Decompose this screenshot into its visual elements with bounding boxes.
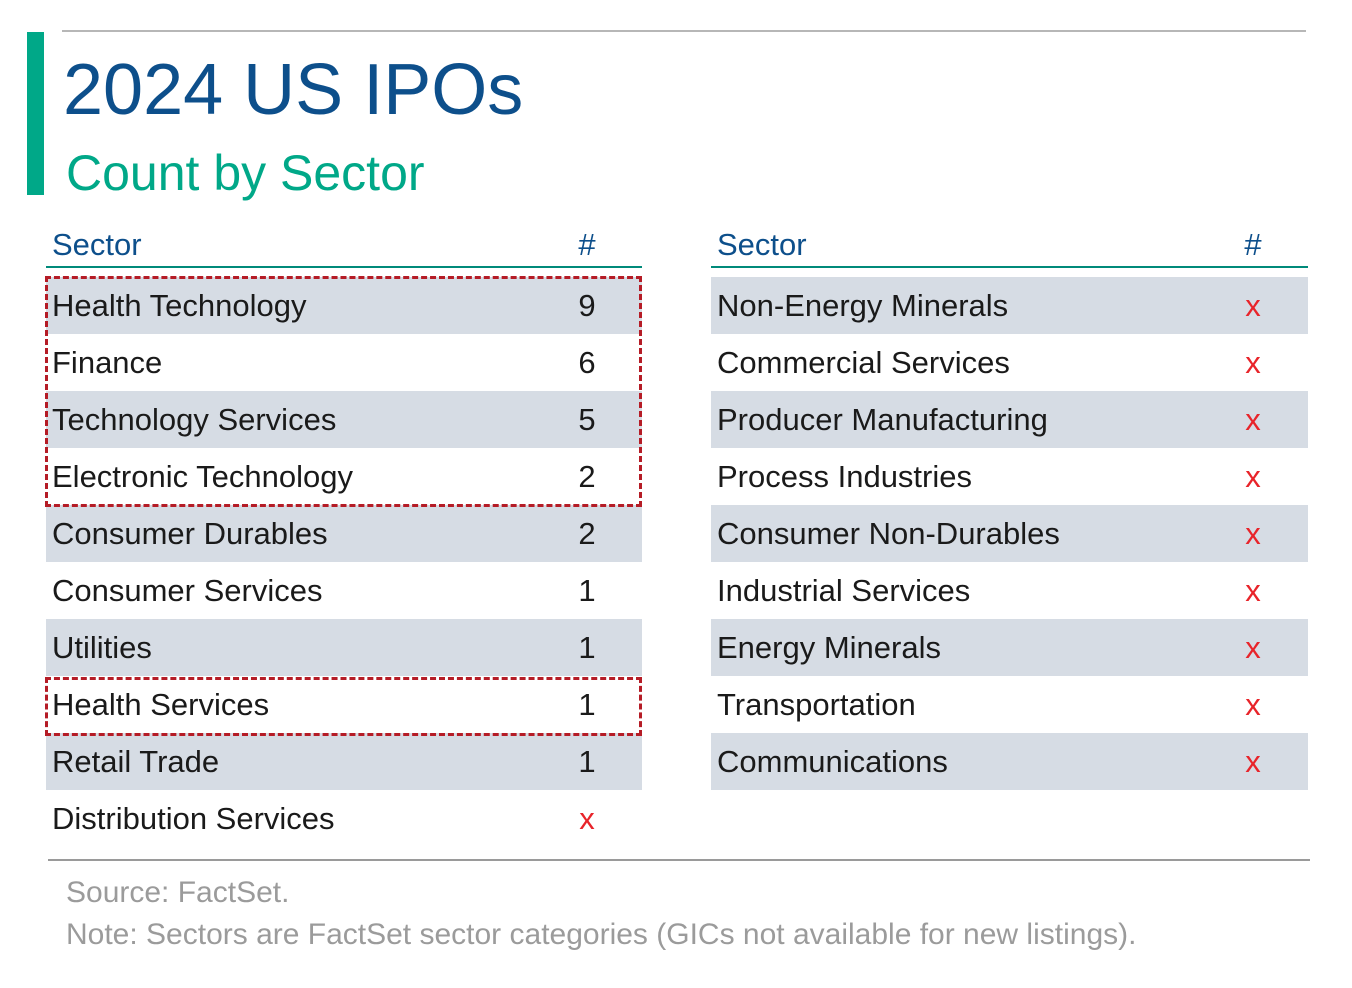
ipo-count: x xyxy=(1245,573,1261,608)
table-row: Retail Trade 1 xyxy=(46,733,642,790)
table-body: Non-Energy Minerals x Commercial Services x… xyxy=(711,277,1308,790)
table-row: Consumer Services 1 xyxy=(46,562,642,619)
table-row: Industrial Services x xyxy=(711,562,1308,619)
sector-name: Consumer Durables xyxy=(52,516,328,551)
ipo-count: x xyxy=(1245,459,1261,494)
table-row: Consumer Durables 2 xyxy=(46,505,642,562)
sector-name: Energy Minerals xyxy=(717,630,941,665)
sector-name: Distribution Services xyxy=(52,801,335,836)
sector-name: Process Industries xyxy=(717,459,972,494)
table-row: Non-Energy Minerals x xyxy=(711,277,1308,334)
table-header: Sector # xyxy=(46,226,642,268)
table-row: Commercial Services x xyxy=(711,334,1308,391)
table-row: Communications x xyxy=(711,733,1308,790)
ipo-count: x xyxy=(579,801,595,836)
sector-name: Communications xyxy=(717,744,948,779)
footer-rule xyxy=(48,859,1310,861)
sector-name: Finance xyxy=(52,345,163,380)
sector-name: Industrial Services xyxy=(717,573,971,608)
ipo-count: x xyxy=(1245,288,1261,323)
table-row: Technology Services 5 xyxy=(46,391,642,448)
sector-table-left: Sector # Health Technology 9 Finance 6 Techn… xyxy=(46,226,642,847)
ipo-count: x xyxy=(1245,516,1261,551)
ipo-count: 2 xyxy=(578,459,596,494)
ipo-count: x xyxy=(1245,630,1261,665)
table-row: Finance 6 xyxy=(46,334,642,391)
header-count: # xyxy=(1244,227,1262,262)
sector-name: Non-Energy Minerals xyxy=(717,288,1009,323)
sector-name: Transportation xyxy=(717,687,916,722)
sector-name: Retail Trade xyxy=(52,744,220,779)
table-row: Utilities 1 xyxy=(46,619,642,676)
ipo-count: 1 xyxy=(578,630,596,665)
ipo-count: 1 xyxy=(578,573,596,608)
sector-table-right: Sector # Non-Energy Minerals x Commercial … xyxy=(711,226,1308,790)
ipo-count: 2 xyxy=(578,516,596,551)
page-title: 2024 US IPOs xyxy=(63,50,524,130)
ipo-count: x xyxy=(1245,744,1261,779)
table-row: Electronic Technology 2 xyxy=(46,448,642,505)
table-row: Transportation x xyxy=(711,676,1308,733)
ipo-count: 5 xyxy=(578,402,596,437)
ipo-count: x xyxy=(1245,687,1261,722)
ipo-count: 1 xyxy=(578,687,596,722)
table-row: Process Industries x xyxy=(711,448,1308,505)
title-accent-bar xyxy=(27,32,44,195)
table-row: Producer Manufacturing x xyxy=(711,391,1308,448)
header-count: # xyxy=(578,227,596,262)
sector-name: Utilities xyxy=(52,630,152,665)
table-row: Health Technology 9 xyxy=(46,277,642,334)
page-subtitle: Count by Sector xyxy=(66,145,425,201)
sector-name: Consumer Services xyxy=(52,573,323,608)
table-row: Energy Minerals x xyxy=(711,619,1308,676)
table-body: Health Technology 9 Finance 6 Technology Ser… xyxy=(46,277,642,847)
header-sector: Sector xyxy=(717,227,807,262)
footnote: Note: Sectors are FactSet sector categor… xyxy=(66,918,1137,951)
table-row: Distribution Services x xyxy=(46,790,642,847)
sector-name: Producer Manufacturing xyxy=(717,402,1048,437)
table-header: Sector # xyxy=(711,226,1308,268)
ipo-count: x xyxy=(1245,345,1261,380)
top-rule xyxy=(62,30,1306,32)
sector-name: Electronic Technology xyxy=(52,459,353,494)
ipo-count: 1 xyxy=(578,744,596,779)
sector-name: Commercial Services xyxy=(717,345,1010,380)
sector-name: Consumer Non-Durables xyxy=(717,516,1060,551)
source-note: Source: FactSet. xyxy=(66,876,290,909)
sector-name: Health Technology xyxy=(52,288,307,323)
sector-name: Health Services xyxy=(52,687,270,722)
header-sector: Sector xyxy=(52,227,142,262)
ipo-count: 6 xyxy=(578,345,596,380)
sector-name: Technology Services xyxy=(52,402,337,437)
table-row: Health Services 1 xyxy=(46,676,642,733)
ipo-count: x xyxy=(1245,402,1261,437)
table-row: Consumer Non-Durables x xyxy=(711,505,1308,562)
ipo-count: 9 xyxy=(578,288,596,323)
